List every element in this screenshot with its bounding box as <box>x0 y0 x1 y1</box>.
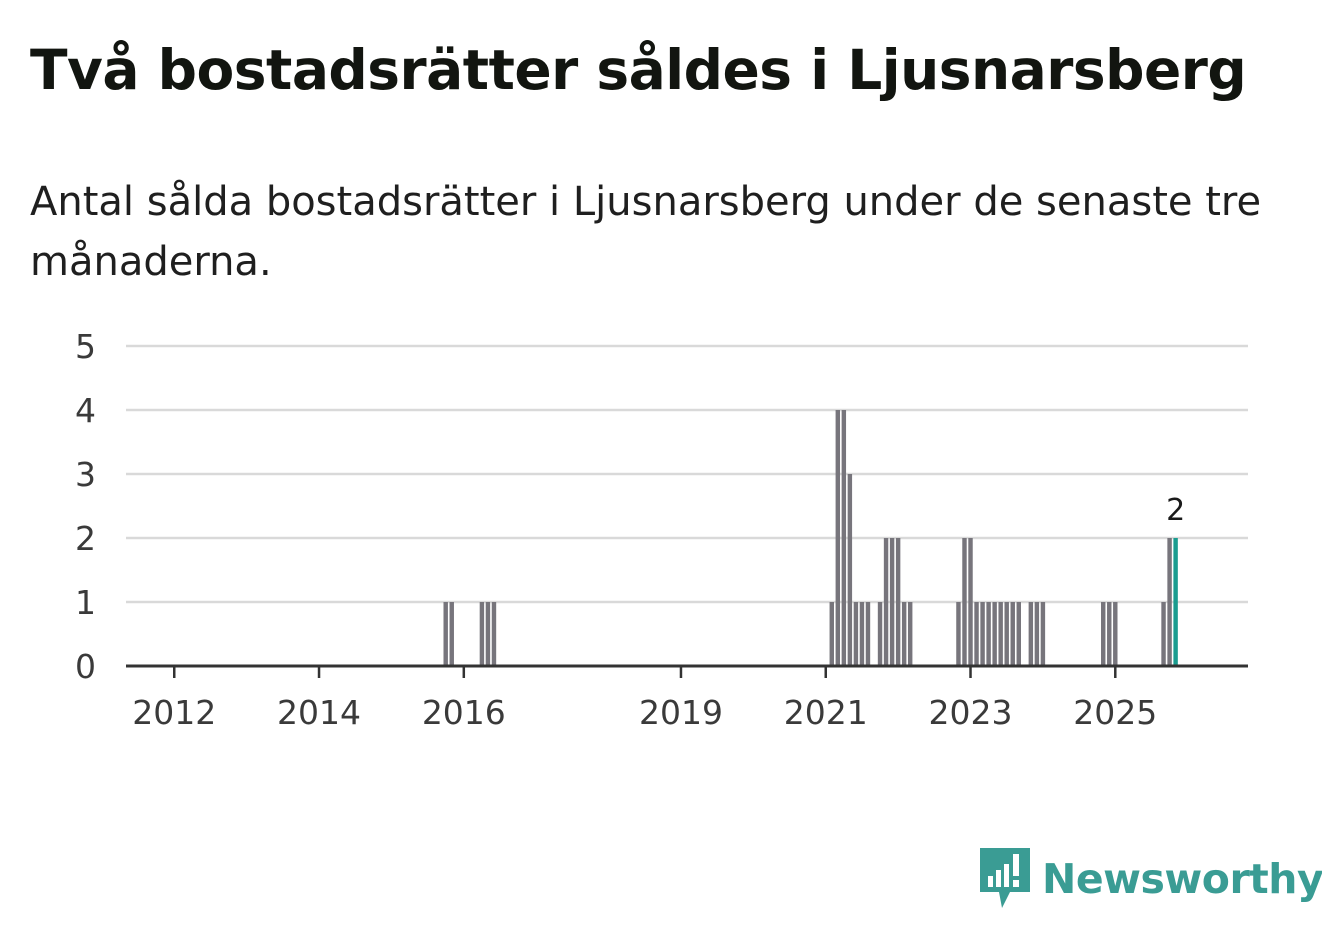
x-tick-label: 2021 <box>784 693 868 732</box>
bar <box>865 602 871 666</box>
bar <box>449 602 454 666</box>
bar <box>479 602 485 666</box>
bar <box>841 410 847 666</box>
x-tick-label: 2016 <box>422 693 506 732</box>
bar <box>998 602 1003 666</box>
bar <box>853 602 859 666</box>
bar <box>859 602 865 666</box>
brand-name: Newsworthy <box>1042 855 1322 903</box>
bar <box>1028 602 1034 666</box>
y-tick-label: 3 <box>75 455 96 494</box>
bar <box>992 602 997 666</box>
bar <box>907 602 913 666</box>
bar <box>443 602 448 666</box>
bar <box>889 538 895 666</box>
bar <box>1161 602 1166 666</box>
data-label: 2 <box>1166 493 1185 528</box>
bar <box>1016 602 1021 666</box>
bar <box>980 602 985 666</box>
chart-title: Två bostadsrätter såldes i Ljusnarsberg <box>30 38 1247 102</box>
bar <box>883 538 889 666</box>
brand-logo[interactable]: Newsworthy <box>980 848 1322 910</box>
highlight-bar <box>1173 538 1178 666</box>
bar <box>968 538 973 666</box>
bar <box>1004 602 1009 666</box>
x-tick-label: 2019 <box>639 693 723 732</box>
bar <box>901 602 907 666</box>
bar <box>835 410 841 666</box>
y-tick-label: 4 <box>75 391 96 430</box>
bar <box>1010 602 1015 666</box>
bar <box>1167 538 1172 666</box>
y-tick-label: 2 <box>75 519 96 558</box>
x-tick-label: 2023 <box>929 693 1013 732</box>
bar <box>986 602 991 666</box>
bar <box>895 538 901 666</box>
bar <box>1107 602 1112 666</box>
newsworthy-chart-bubble-icon <box>980 848 1030 908</box>
bar <box>485 602 491 666</box>
bar <box>877 602 883 666</box>
y-tick-label: 5 <box>75 327 96 366</box>
bar <box>847 474 853 666</box>
bar <box>1113 602 1118 666</box>
y-tick-label: 0 <box>75 647 96 686</box>
x-tick-label: 2014 <box>277 693 361 732</box>
y-tick-label: 1 <box>75 583 96 622</box>
x-tick-label: 2012 <box>132 693 216 732</box>
x-tick-label: 2025 <box>1073 693 1157 732</box>
bar <box>1101 602 1106 666</box>
bar <box>829 602 834 666</box>
bar <box>1034 602 1040 666</box>
bar <box>962 538 967 666</box>
bar <box>491 602 497 666</box>
bar <box>974 602 979 666</box>
chart-subtitle: Antal sålda bostadsrätter i Ljusnarsberg… <box>30 179 1262 285</box>
bar <box>956 602 961 666</box>
bar <box>1040 602 1046 666</box>
